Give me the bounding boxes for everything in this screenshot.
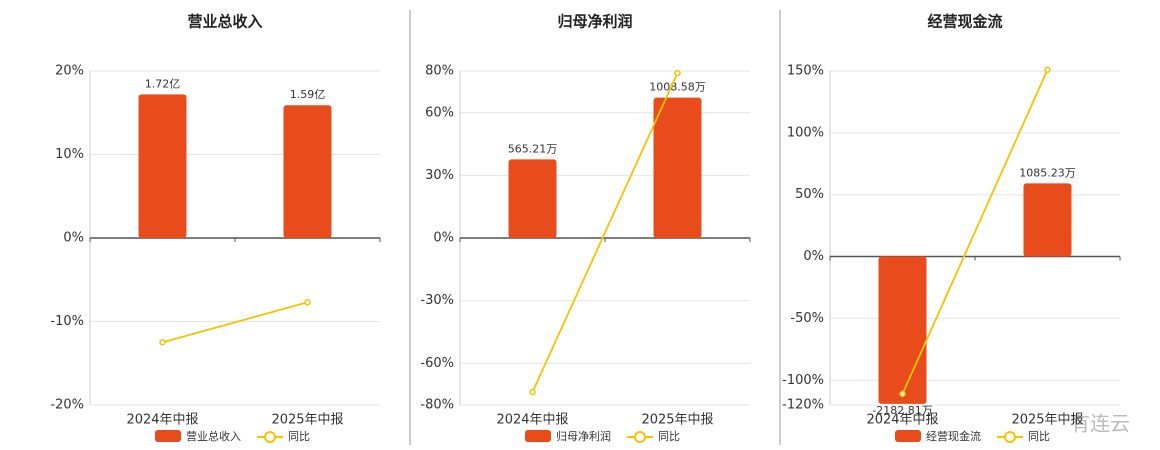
y-tick-label: 0% bbox=[433, 231, 454, 246]
y-tick-label: -10% bbox=[50, 314, 84, 329]
line-point bbox=[674, 69, 681, 77]
x-tick-label: 2025年中报 bbox=[271, 413, 343, 428]
y-tick-label: 20% bbox=[55, 64, 84, 79]
y-tick-label: 30% bbox=[425, 168, 454, 183]
x-tick-label: 2024年中报 bbox=[866, 413, 938, 428]
legend-marker bbox=[1004, 431, 1016, 443]
legend-label: 归母净利润 bbox=[556, 429, 611, 443]
legend-swatch bbox=[895, 430, 921, 442]
line-point bbox=[899, 390, 906, 398]
legend-label: 经营现金流 bbox=[926, 429, 981, 443]
line-point bbox=[1044, 66, 1051, 74]
y-tick-label: 100% bbox=[787, 125, 824, 140]
x-tick-label: 2024年中报 bbox=[496, 413, 568, 428]
watermark: 有连云 bbox=[1070, 412, 1130, 436]
value-label: 1.59亿 bbox=[290, 88, 326, 101]
chart-title: 经营现金流 bbox=[927, 13, 1002, 31]
y-tick-label: -120% bbox=[782, 398, 824, 413]
value-label: 1085.23万 bbox=[1019, 166, 1076, 179]
y-tick-label: 0% bbox=[63, 231, 84, 246]
chart-title: 营业总收入 bbox=[187, 13, 262, 31]
line-point bbox=[529, 388, 536, 396]
value-label: 1008.58万 bbox=[649, 81, 706, 94]
legend-marker bbox=[634, 431, 646, 443]
x-tick-label: 2024年中报 bbox=[126, 413, 198, 428]
bar bbox=[283, 105, 332, 238]
chart-title: 归母净利润 bbox=[557, 13, 632, 31]
y-tick-label: 80% bbox=[425, 64, 454, 79]
y-tick-label: 60% bbox=[425, 105, 454, 120]
y-tick-label: -50% bbox=[790, 311, 824, 326]
bar bbox=[878, 256, 927, 404]
bar bbox=[508, 159, 557, 238]
line bbox=[162, 301, 308, 344]
legend-label: 同比 bbox=[658, 430, 680, 443]
bar bbox=[138, 94, 187, 238]
y-tick-label: 50% bbox=[795, 187, 824, 202]
line bbox=[901, 69, 1049, 395]
line bbox=[531, 72, 679, 393]
legend-swatch bbox=[525, 430, 551, 442]
value-label: 565.21万 bbox=[508, 142, 558, 155]
legend-swatch bbox=[155, 430, 181, 442]
bar bbox=[1023, 183, 1072, 257]
line-point bbox=[159, 339, 166, 346]
line-point bbox=[304, 299, 311, 306]
value-label: -2182.81万 bbox=[872, 404, 932, 417]
y-tick-label: -100% bbox=[782, 373, 824, 388]
y-tick-label: 10% bbox=[55, 147, 84, 162]
legend-label: 营业总收入 bbox=[186, 429, 241, 443]
y-tick-label: -80% bbox=[420, 398, 454, 413]
x-tick-label: 2025年中报 bbox=[1011, 413, 1083, 428]
legend-label: 同比 bbox=[288, 430, 310, 443]
legend-marker bbox=[264, 431, 276, 443]
y-tick-label: 0% bbox=[803, 249, 824, 264]
y-tick-label: -30% bbox=[420, 293, 454, 308]
y-tick-label: -20% bbox=[50, 398, 84, 413]
value-label: 1.72亿 bbox=[145, 77, 181, 90]
y-tick-label: 150% bbox=[787, 64, 824, 79]
bar bbox=[653, 97, 702, 238]
legend-label: 同比 bbox=[1028, 430, 1050, 443]
x-tick-label: 2025年中报 bbox=[641, 413, 713, 428]
y-tick-label: -60% bbox=[420, 356, 454, 371]
